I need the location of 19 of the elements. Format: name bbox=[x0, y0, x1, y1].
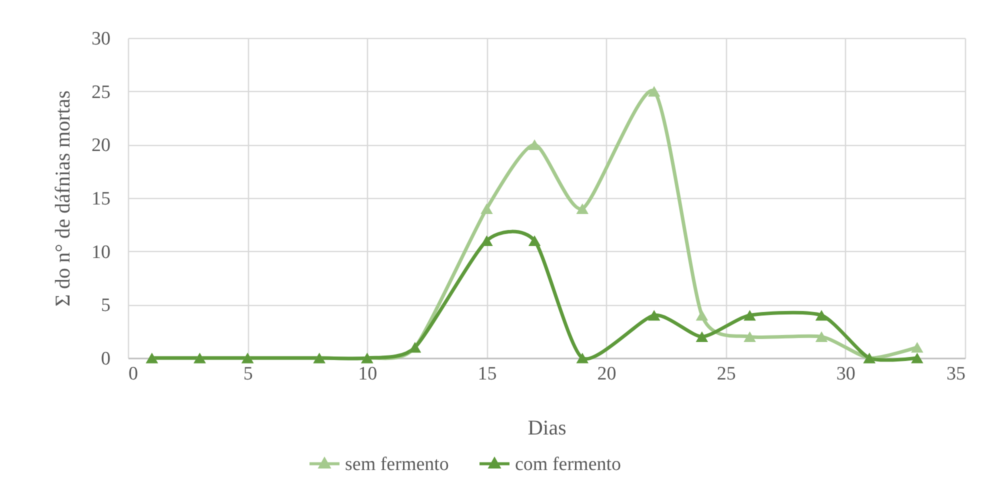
y-tick-label: 5 bbox=[101, 295, 110, 316]
y-tick-label: 20 bbox=[92, 135, 110, 156]
x-tick-label: 5 bbox=[243, 364, 253, 384]
x-tick-label: 25 bbox=[716, 364, 736, 384]
x-tick-label: 0 bbox=[128, 364, 138, 384]
y-axis-title: Σ do n° de dáfnias mortas bbox=[50, 90, 74, 306]
x-tick-label: 35 bbox=[946, 364, 966, 384]
y-tick-label: 10 bbox=[92, 242, 110, 263]
legend-label: sem fermento bbox=[345, 454, 449, 475]
x-tick-label: 20 bbox=[597, 364, 616, 384]
x-axis-title: Dias bbox=[528, 416, 566, 440]
x-tick-label: 10 bbox=[358, 364, 378, 384]
y-tick-label: 25 bbox=[92, 82, 110, 103]
x-tick-label: 30 bbox=[836, 364, 856, 384]
legend-label: com fermento bbox=[515, 454, 622, 475]
y-tick-label: 30 bbox=[92, 28, 110, 50]
y-tick-label: 0 bbox=[101, 348, 110, 370]
y-tick-label: 15 bbox=[92, 188, 110, 210]
x-tick-label: 15 bbox=[478, 364, 497, 384]
